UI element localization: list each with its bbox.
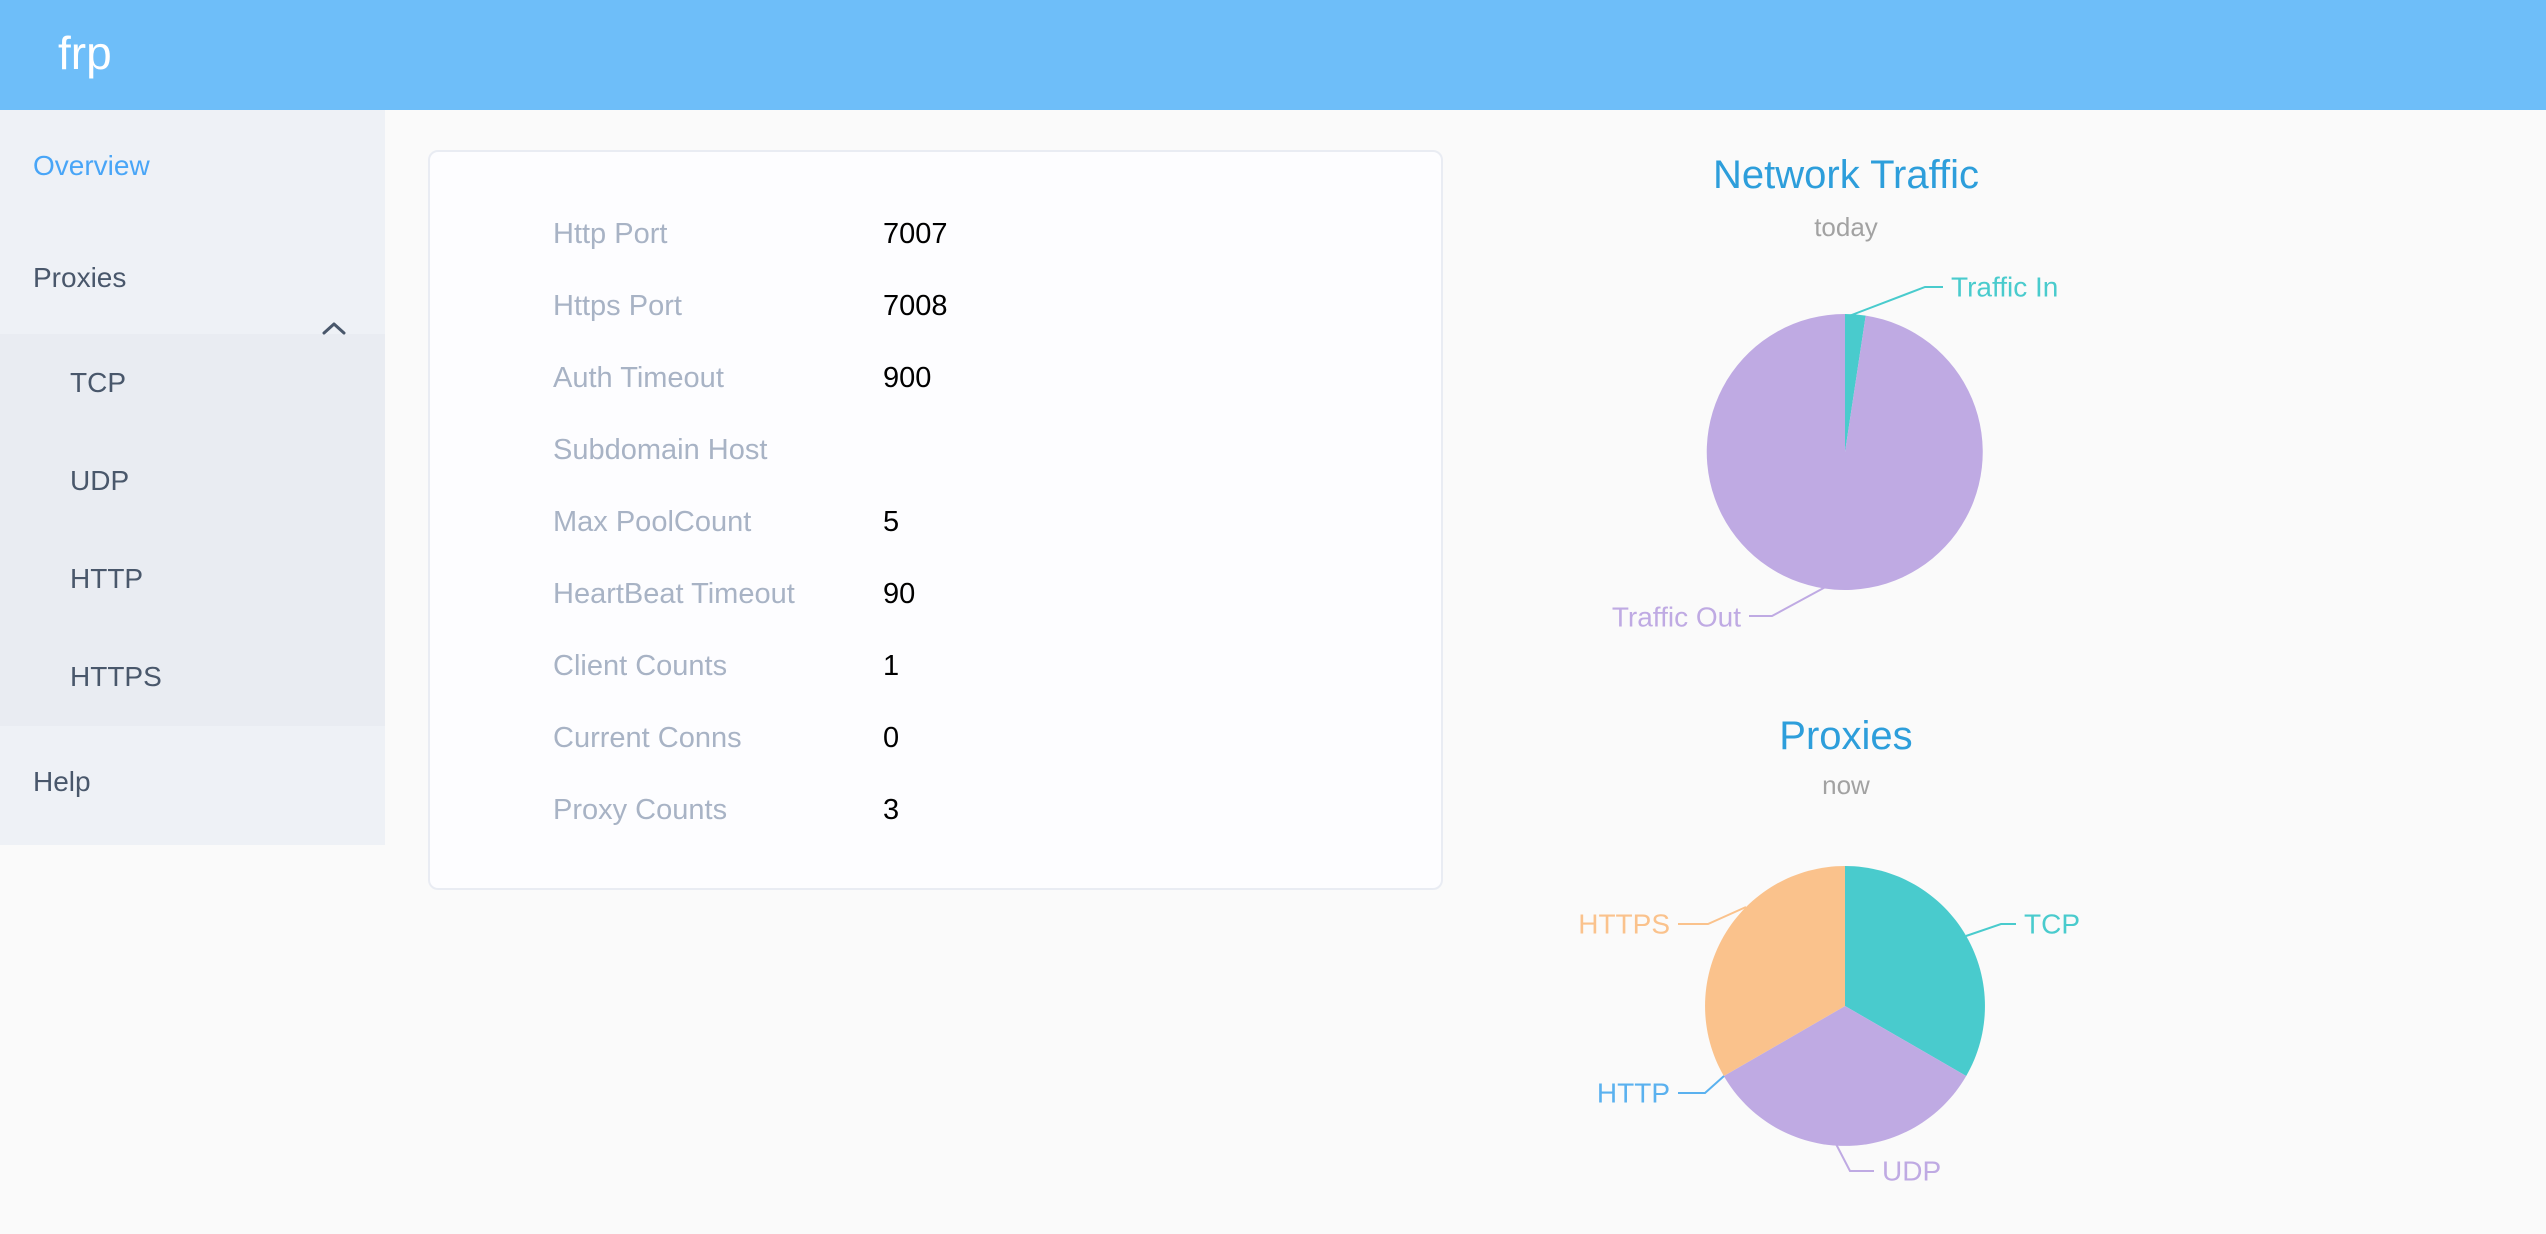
- info-label: Http Port: [553, 217, 668, 250]
- sidebar-item-label: HTTPS: [70, 661, 162, 692]
- info-row: Max PoolCount 5: [430, 486, 1441, 558]
- info-value: 7008: [883, 289, 948, 322]
- sidebar-item-overview[interactable]: Overview: [0, 110, 385, 222]
- charts-panel: Network Traffic today Traffic In Traffic …: [1446, 110, 2246, 1234]
- sidebar-item-label: HTTP: [70, 563, 144, 594]
- app-logo: frp: [58, 27, 112, 79]
- label-line-tcp: [1965, 923, 2016, 937]
- info-label: HeartBeat Timeout: [553, 577, 795, 610]
- sidebar: Overview Proxies TCP UDP HTTP HTTPS Help: [0, 110, 385, 845]
- sidebar-item-http[interactable]: HTTP: [0, 530, 385, 628]
- info-label: Auth Timeout: [553, 361, 724, 394]
- info-row: Current Conns 0: [430, 702, 1441, 774]
- label-line-http: [1678, 1075, 1725, 1094]
- info-row: Proxy Counts 3: [430, 774, 1441, 846]
- sidebar-item-label: UDP: [70, 465, 130, 496]
- sidebar-item-udp[interactable]: UDP: [0, 432, 385, 530]
- pie-label-tcp: TCP: [2024, 909, 2080, 940]
- pie-label-traffic-in: Traffic In: [1951, 272, 2058, 303]
- proxies-chart-title: Proxies: [1779, 714, 1913, 758]
- info-row: Auth Timeout 900: [430, 342, 1441, 414]
- pie-slice-https[interactable]: [1705, 866, 1845, 1076]
- sidebar-item-label: TCP: [70, 367, 126, 398]
- info-row: HeartBeat Timeout 90: [430, 558, 1441, 630]
- sidebar-item-label: Proxies: [33, 262, 127, 293]
- header: frp: [0, 0, 2546, 110]
- label-line-udp: [1835, 1143, 1874, 1172]
- info-row: Http Port 7007: [430, 198, 1441, 270]
- sidebar-item-label: Overview: [33, 150, 150, 181]
- sidebar-item-https[interactable]: HTTPS: [0, 628, 385, 726]
- chevron-up-icon: [321, 271, 347, 383]
- pie-label-traffic-out: Traffic Out: [1612, 602, 1741, 633]
- info-label: Client Counts: [553, 649, 728, 682]
- info-label: Https Port: [553, 289, 682, 322]
- pie-label-udp: UDP: [1882, 1156, 1941, 1187]
- info-label: Max PoolCount: [553, 505, 752, 538]
- label-line-traffic-in: [1848, 286, 1943, 317]
- label-line-traffic-out: [1749, 583, 1832, 617]
- info-row: Https Port 7008: [430, 270, 1441, 342]
- sidebar-submenu: TCP UDP HTTP HTTPS: [0, 334, 385, 726]
- info-value: 0: [883, 721, 900, 754]
- info-value: 1: [883, 649, 900, 682]
- info-value: 7007: [883, 217, 948, 250]
- info-label: Proxy Counts: [553, 793, 728, 826]
- pie-slice-tcp[interactable]: [1845, 866, 1985, 1076]
- network-traffic-pie: Traffic In Traffic Out: [1612, 272, 2059, 633]
- pie-slice-udp[interactable]: [1723, 1006, 1967, 1146]
- info-value: 3: [883, 793, 900, 826]
- pie-slice-traffic-in[interactable]: [1845, 314, 1866, 452]
- pie-label-http: HTTP: [1597, 1078, 1670, 1109]
- sidebar-item-help[interactable]: Help: [0, 726, 385, 838]
- proxies-chart-subtitle: now: [1822, 770, 1870, 800]
- info-label: Current Conns: [553, 721, 742, 754]
- sidebar-item-tcp[interactable]: TCP: [0, 334, 385, 432]
- sidebar-item-proxies[interactable]: Proxies: [0, 222, 385, 335]
- network-traffic-chart-subtitle: today: [1814, 212, 1878, 242]
- info-label: Subdomain Host: [553, 433, 768, 466]
- label-line-https: [1678, 906, 1747, 925]
- sidebar-item-label: Help: [33, 766, 91, 797]
- pie-slice-traffic-out[interactable]: [1706, 313, 1983, 590]
- network-traffic-chart-title: Network Traffic: [1713, 153, 1979, 197]
- server-info-card: Http Port 7007 Https Port 7008 Auth Time…: [428, 150, 1443, 890]
- info-value: 5: [883, 505, 900, 538]
- info-row: Client Counts 1: [430, 630, 1441, 702]
- pie-label-https: HTTPS: [1578, 909, 1670, 940]
- info-row: Subdomain Host: [430, 414, 1441, 486]
- info-value: 90: [883, 577, 916, 610]
- proxies-pie: TCP HTTPS HTTP UDP: [1578, 866, 2080, 1187]
- info-value: 900: [883, 361, 932, 394]
